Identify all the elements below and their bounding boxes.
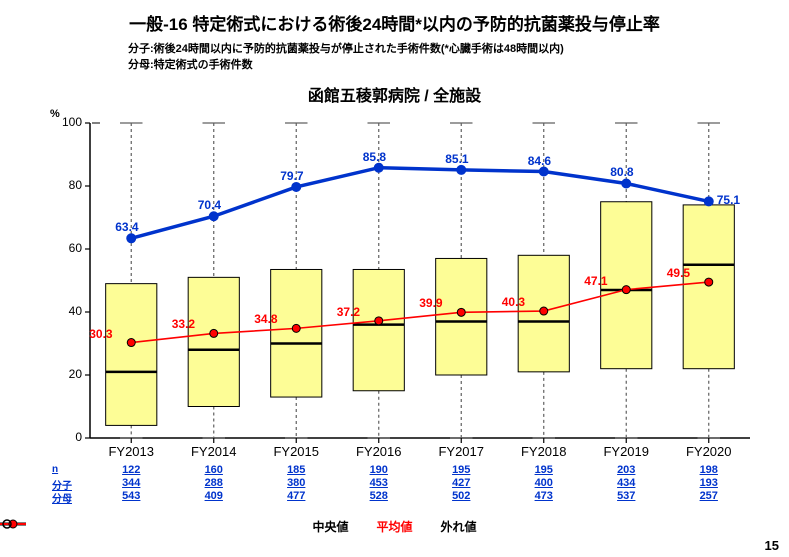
legend-outlier: 外れ値 bbox=[441, 518, 477, 535]
table-value: 160 bbox=[173, 464, 256, 476]
category-label: FY2015 bbox=[255, 444, 338, 459]
legend-mean-label: 平均値 bbox=[376, 518, 412, 535]
category-label: FY2019 bbox=[585, 444, 668, 459]
mean-value-label: 37.2 bbox=[337, 305, 360, 319]
mean-value-label: 49.5 bbox=[667, 266, 690, 280]
blue-value-label: 84.6 bbox=[528, 154, 551, 168]
blue-value-label: 63.4 bbox=[115, 220, 138, 234]
table-value: 198 bbox=[668, 464, 751, 476]
mean-value-label: 47.1 bbox=[584, 274, 607, 288]
blue-value-label: 75.1 bbox=[717, 193, 740, 207]
blue-value-label: 80.8 bbox=[610, 165, 633, 179]
y-tick-label: 20 bbox=[42, 367, 82, 381]
blue-value-label: 85.8 bbox=[363, 150, 386, 164]
table-value: 257 bbox=[668, 490, 751, 502]
blue-value-label: 79.7 bbox=[280, 169, 303, 183]
page-number: 15 bbox=[765, 538, 779, 553]
table-value: 195 bbox=[420, 464, 503, 476]
table-value: 380 bbox=[255, 477, 338, 489]
table-value: 185 bbox=[255, 464, 338, 476]
table-row-label: n bbox=[52, 464, 86, 475]
table-value: 502 bbox=[420, 490, 503, 502]
legend-outlier-label: 外れ値 bbox=[441, 518, 477, 535]
y-tick-label: 80 bbox=[42, 178, 82, 192]
table-value: 477 bbox=[255, 490, 338, 502]
category-label: FY2016 bbox=[338, 444, 421, 459]
y-tick-label: 0 bbox=[42, 430, 82, 444]
mean-value-label: 33.2 bbox=[172, 317, 195, 331]
table-value: 122 bbox=[90, 464, 173, 476]
table-value: 453 bbox=[338, 477, 421, 489]
table-value: 427 bbox=[420, 477, 503, 489]
category-label: FY2014 bbox=[173, 444, 256, 459]
legend-mean: 平均値 bbox=[376, 518, 412, 535]
table-value: 537 bbox=[585, 490, 668, 502]
category-label: FY2020 bbox=[668, 444, 751, 459]
y-tick-label: 40 bbox=[42, 304, 82, 318]
legend: 中央値 平均値 外れ値 bbox=[0, 518, 789, 535]
legend-median: 中央値 bbox=[312, 518, 348, 535]
blue-value-label: 70.4 bbox=[198, 198, 221, 212]
table-value: 400 bbox=[503, 477, 586, 489]
mean-value-label: 40.3 bbox=[502, 295, 525, 309]
mean-value-label: 34.8 bbox=[254, 312, 277, 326]
category-label: FY2013 bbox=[90, 444, 173, 459]
y-tick-label: 100 bbox=[42, 115, 82, 129]
table-value: 288 bbox=[173, 477, 256, 489]
category-label: FY2017 bbox=[420, 444, 503, 459]
category-label: FY2018 bbox=[503, 444, 586, 459]
table-value: 344 bbox=[90, 477, 173, 489]
table-value: 409 bbox=[173, 490, 256, 502]
table-value: 473 bbox=[503, 490, 586, 502]
mean-value-label: 30.3 bbox=[89, 327, 112, 341]
table-value: 543 bbox=[90, 490, 173, 502]
table-value: 193 bbox=[668, 477, 751, 489]
table-value: 203 bbox=[585, 464, 668, 476]
legend-median-label: 中央値 bbox=[312, 518, 348, 535]
table-value: 528 bbox=[338, 490, 421, 502]
y-tick-label: 60 bbox=[42, 241, 82, 255]
mean-value-label: 39.9 bbox=[419, 296, 442, 310]
table-value: 434 bbox=[585, 477, 668, 489]
blue-value-label: 85.1 bbox=[445, 152, 468, 166]
table-row-label: 分母 bbox=[52, 490, 86, 505]
table-value: 195 bbox=[503, 464, 586, 476]
table-value: 190 bbox=[338, 464, 421, 476]
